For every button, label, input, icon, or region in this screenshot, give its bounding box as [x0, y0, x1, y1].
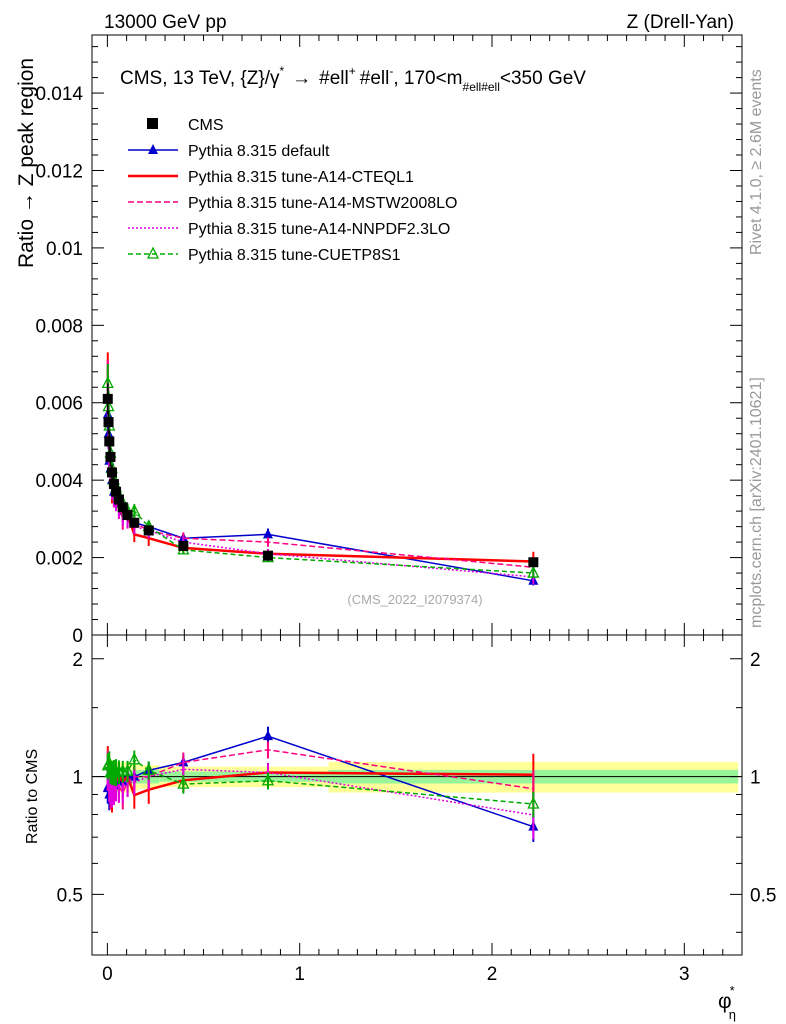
data-point [122, 510, 133, 520]
legend-marker-1 [148, 144, 158, 154]
ratio-frame [91, 634, 743, 956]
y-tick-label: 0.014 [35, 84, 83, 105]
legend-label: CMS [188, 117, 224, 134]
ratio-tick-label-right: 0.5 [750, 885, 776, 906]
data-point [528, 557, 539, 568]
x-tick-label: 0 [102, 964, 113, 985]
data-point [107, 467, 117, 478]
series-4-ratio-line [107, 758, 534, 805]
series-0-marker [262, 528, 273, 539]
x-axis-title: φ* η [718, 983, 736, 1022]
legend-label: Pythia 8.315 default [188, 143, 330, 160]
series-4-ratio-marker [177, 776, 190, 789]
legend-marker-data [147, 118, 158, 129]
legend-label: Pythia 8.315 tune-A14-NNPDF2.3LO [188, 221, 450, 238]
legend-label: Pythia 8.315 tune-A14-CTEQL1 [188, 169, 414, 186]
header-right-label: Z (Drell-Yan) [627, 12, 734, 33]
data-point [178, 540, 189, 551]
data-point [105, 451, 116, 462]
x-tick-label: 3 [679, 964, 690, 985]
y-tick-label: 0.012 [35, 161, 83, 182]
chart-marks [101, 352, 540, 842]
ratio-tick-label-left: 2 [72, 650, 83, 671]
legend: CMS Pythia 8.315 default Pythia 8.315 tune… [128, 117, 457, 264]
series-2-line [107, 387, 534, 569]
y-tick-label: 0.008 [35, 316, 83, 337]
data-point [102, 393, 113, 404]
chart-title: CMS, 13 TeV, {Z}/γ* → #ell+ #ell-, 170<m#el… [120, 64, 586, 94]
chart-axes: 0 0.002 0.004 0.006 0.008 0.01 0.012 0.014 0 1 2 3 0… [35, 34, 776, 985]
rivet-label: Rivet 4.1.0, ≥ 2.6M events [748, 69, 765, 255]
ratio-tick-label-left: 0.5 [57, 885, 83, 906]
data-point [113, 494, 124, 505]
analysis-watermark: (CMS_2022_I2079374) [347, 592, 482, 607]
y-axis-title: Ratio → Z peak region [15, 58, 38, 268]
data-point [111, 486, 122, 497]
legend-label: Pythia 8.315 tune-A14-MSTW2008LO [188, 195, 457, 212]
data-point [143, 525, 154, 536]
y-tick-label: 0 [72, 626, 83, 647]
mcplots-label: mcplots.cern.ch [arXiv:2401.10621] [748, 377, 765, 628]
data-point [103, 417, 114, 428]
series-4-ratio-marker [527, 796, 540, 809]
y-tick-label: 0.004 [35, 471, 83, 492]
data-point [262, 550, 273, 561]
data-point [117, 502, 128, 513]
series-4-marker [527, 565, 540, 578]
header-left-label: 13000 GeV pp [104, 12, 227, 33]
series-0-ratio-marker [262, 730, 273, 741]
data-point [129, 517, 140, 528]
legend-label: Pythia 8.315 tune-CUETP8S1 [188, 247, 401, 264]
y-tick-label: 0.002 [35, 549, 83, 570]
ratio-y-axis-title: Ratio to CMS [24, 749, 41, 844]
ratio-tick-label-left: 1 [72, 768, 83, 789]
series-4-ratio-marker [128, 752, 141, 765]
ratio-tick-label-right: 1 [750, 768, 761, 789]
series-4-ratio-marker [261, 773, 275, 786]
data-point [108, 479, 119, 490]
y-tick-label: 0.01 [46, 239, 83, 260]
ratio-tick-label-right: 2 [750, 650, 761, 671]
legend-marker-5 [146, 246, 160, 259]
x-tick-label: 2 [487, 964, 498, 985]
data-point [104, 436, 115, 447]
series-4-ratio-marker [121, 763, 134, 776]
y-tick-label: 0.006 [35, 394, 83, 415]
x-tick-label: 1 [294, 964, 305, 985]
series-3-line [107, 391, 534, 578]
